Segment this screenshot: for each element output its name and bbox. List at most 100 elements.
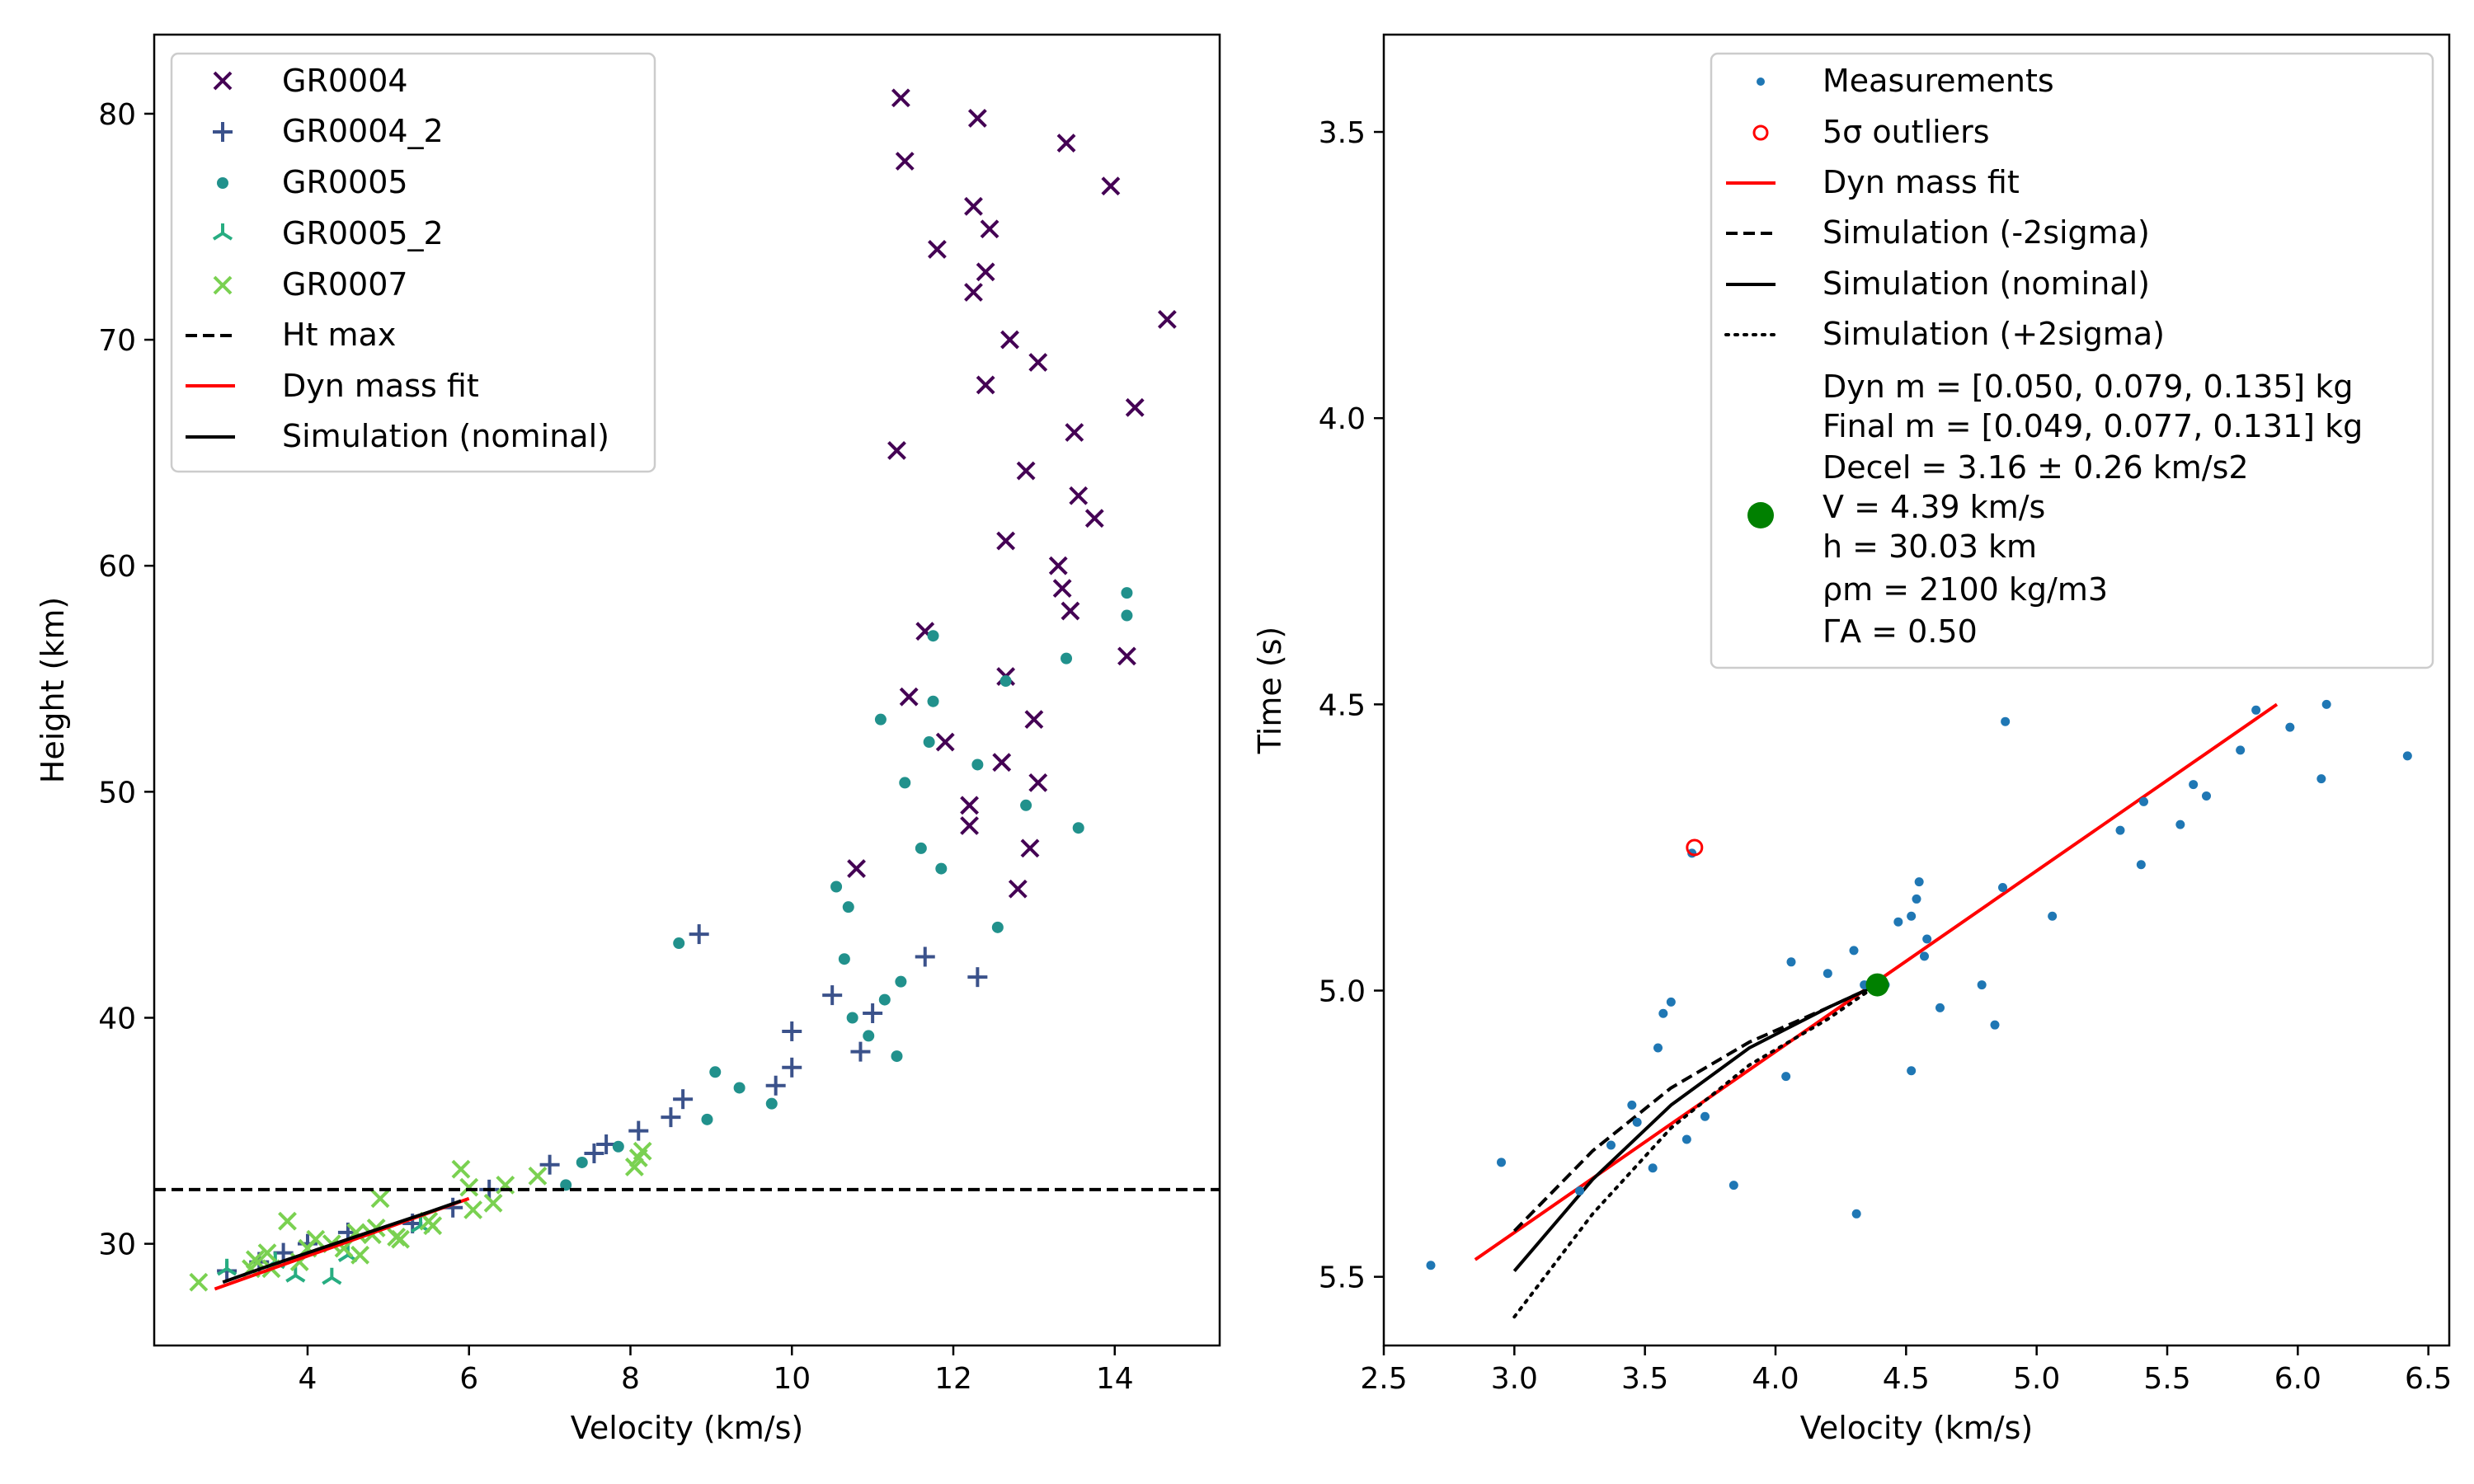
gr0007-point: [459, 1177, 479, 1197]
gr0004-point: [1056, 134, 1076, 153]
gr0005-point: [863, 1030, 875, 1042]
left-y-axis-label: Height (km): [35, 597, 71, 783]
legend-marker-gr0005: [217, 177, 228, 189]
left-x-axis-label: Velocity (km/s): [571, 1410, 803, 1446]
right-x-tick-label: 4.5: [1883, 1362, 1930, 1396]
right-x-tick-label: 5.0: [2013, 1362, 2060, 1396]
gr0005-point: [1072, 822, 1084, 834]
annotation-velocity: V = 4.39 km/s: [1823, 489, 2045, 525]
annotation-gamma-a: ΓA = 0.50: [1823, 613, 1978, 650]
gr0005-point: [895, 975, 907, 988]
gr0004-point: [1028, 773, 1048, 792]
gr0007-point: [387, 1227, 407, 1247]
gr0004-2-point: [782, 1057, 802, 1078]
legend-marker-final-point: [1747, 502, 1774, 528]
measurements-point: [2048, 911, 2058, 921]
gr0005-point: [733, 1082, 745, 1094]
gr0004-2-point: [584, 1143, 604, 1163]
gr0007-point: [350, 1245, 370, 1265]
gr0005-point: [923, 736, 935, 749]
gr0005-point: [878, 993, 891, 1006]
gr0007-point: [257, 1243, 277, 1263]
gr0005-point: [899, 777, 911, 789]
gr0004-point: [1069, 486, 1089, 505]
measurements-point: [2402, 751, 2412, 761]
measurements-point: [2202, 791, 2211, 801]
legend-label-outliers: 5σ outliers: [1823, 114, 1990, 150]
gr0004-2-point: [782, 1021, 802, 1041]
measurements-point: [1632, 1117, 1642, 1127]
legend-label-sim-minus-2sigma: Simulation (-2sigma): [1823, 214, 2150, 251]
measurements-point: [1823, 969, 1832, 979]
measurements-point: [1497, 1158, 1506, 1167]
measurements-point: [2321, 699, 2331, 709]
gr0005-2-point: [217, 1258, 238, 1276]
measurements-point: [1912, 894, 1921, 904]
gr0004-point: [1024, 710, 1044, 730]
right-legend: Measurements 5σ outliers Dyn mass fit Si…: [1710, 52, 2434, 669]
legend-marker-gr0007: [213, 275, 233, 295]
measurements-point: [1907, 1066, 1917, 1076]
legend-marker-gr0005-2: [212, 223, 233, 241]
gr0007-point: [189, 1272, 209, 1292]
left-y-tick-label: 80: [98, 98, 136, 132]
gr0005-point: [612, 1140, 624, 1153]
gr0005-point: [838, 953, 850, 965]
gr0004-2-point: [689, 924, 709, 945]
gr0004-2-point: [596, 1134, 617, 1155]
measurements-point: [1627, 1100, 1637, 1110]
gr0004-point: [976, 375, 995, 395]
annotation-density: ρm = 2100 kg/m3: [1823, 571, 2108, 608]
right-x-tick-label: 6.5: [2405, 1362, 2452, 1396]
measurements-point: [1700, 1111, 1710, 1121]
legend-label-sim-nominal: Simulation (nominal): [1823, 265, 2150, 302]
legend-marker-gr0004-2: [213, 122, 233, 142]
annotation-deceleration: Decel = 3.16 ± 0.26 km/s2: [1823, 449, 2249, 486]
right-y-tick-label: 5.5: [1319, 1261, 1366, 1295]
right-x-tick-label: 3.5: [1621, 1362, 1668, 1396]
legend-label-dyn-mass-fit: Dyn mass fit: [282, 368, 479, 404]
gr0004-point: [1020, 838, 1040, 858]
time-velocity-plot: 2.5 3.0 3.5 4.0 4.5 5.0 5.5 6.0 6.5 3.5 4.0 4.5 5.0 5…: [1252, 33, 2452, 1446]
gr0004-point: [980, 219, 999, 239]
measurements-point: [2285, 722, 2295, 732]
gr0005-point: [701, 1113, 713, 1125]
measurements-point: [1681, 1134, 1691, 1144]
left-x-tick-label: 4: [299, 1362, 317, 1396]
measurements-point: [1648, 1163, 1658, 1173]
measurements-point: [1426, 1261, 1436, 1270]
measurements-point: [1920, 951, 1929, 961]
gr0004-point: [964, 283, 983, 302]
gr0004-point: [1157, 309, 1177, 329]
left-ticks-layer: 4 6 8 10 12 14 30 40 50 60 70 80: [98, 98, 1133, 1396]
gr0004-point: [847, 859, 866, 878]
measurements-point: [1977, 980, 1987, 990]
gr0004-2-point: [539, 1154, 560, 1175]
gr0005-point: [673, 937, 685, 950]
measurements-point: [1851, 1209, 1861, 1219]
right-x-axis-label: Velocity (km/s): [1800, 1410, 2033, 1446]
gr0004-point: [887, 440, 906, 460]
measurements-point: [1998, 883, 2007, 893]
left-axes-frame: [153, 33, 1221, 1347]
gr0007-point: [451, 1159, 471, 1179]
right-y-tick-label: 3.5: [1319, 116, 1366, 150]
legend-label-sim-plus-2sigma: Simulation (+2sigma): [1823, 316, 2165, 352]
measurements-point: [1729, 1181, 1738, 1190]
measurements-point: [2139, 796, 2148, 806]
legend-marker-outliers: [1752, 124, 1769, 141]
gr0005-point: [846, 1012, 858, 1024]
gr0004-point: [960, 796, 979, 815]
left-x-tick-label: 10: [773, 1362, 811, 1396]
gr0007-point: [483, 1193, 503, 1213]
gr0005-point: [830, 881, 843, 893]
simulation-2sigma-line: [1512, 983, 1879, 1319]
right-x-tick-label: 6.0: [2274, 1362, 2321, 1396]
gr0004-point: [1052, 579, 1072, 599]
gr0004-2-point: [628, 1120, 649, 1141]
gr0005-point: [1020, 799, 1032, 811]
measurements-point: [2001, 716, 2011, 726]
gr0004-point: [1065, 423, 1084, 442]
legend-marker-measurements: [1757, 77, 1765, 86]
